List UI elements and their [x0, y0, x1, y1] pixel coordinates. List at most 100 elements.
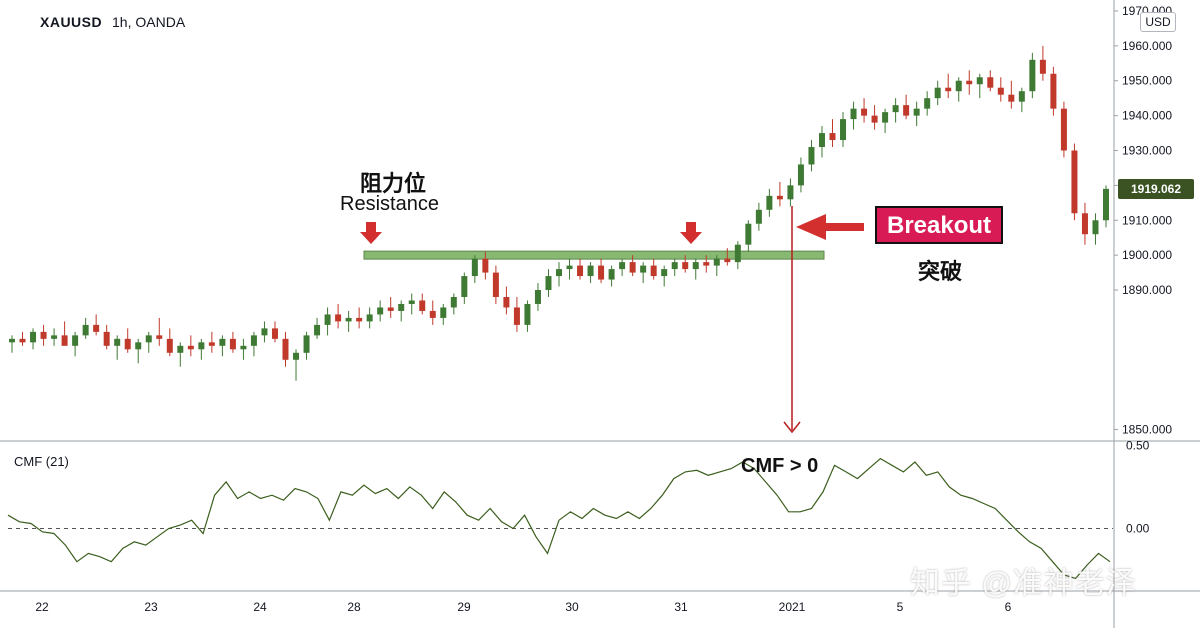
- candle-body: [1092, 220, 1099, 235]
- candle-body: [240, 345, 247, 350]
- candle-body: [619, 262, 626, 270]
- candle-body: [913, 108, 920, 116]
- time-tick-label: 28: [347, 600, 361, 614]
- candle-body: [461, 276, 468, 297]
- last-price-tag: 1919.062: [1118, 179, 1194, 199]
- candle-body: [713, 258, 720, 266]
- candle-body: [335, 314, 342, 322]
- time-tick-label: 23: [144, 600, 158, 614]
- candle-body: [250, 335, 257, 346]
- candle-body: [598, 265, 605, 280]
- candle-body: [692, 262, 699, 270]
- candle-body: [145, 335, 152, 343]
- candle-body: [797, 164, 804, 186]
- candle-body: [650, 265, 657, 277]
- candle-body: [955, 80, 962, 92]
- candle-body: [471, 258, 478, 277]
- candle-body: [114, 338, 121, 346]
- candle-body: [734, 244, 741, 263]
- candle-body: [556, 269, 562, 277]
- candle-body: [661, 269, 668, 277]
- candle-body: [892, 105, 899, 113]
- candle-body: [829, 133, 836, 141]
- breakout-vertical-arrowhead: [783, 421, 801, 434]
- candle-body: [903, 105, 910, 116]
- resistance-arrow-left-head: [360, 232, 382, 244]
- candle-body: [1071, 150, 1078, 214]
- candle-body: [566, 265, 573, 270]
- candle-body: [1050, 73, 1057, 109]
- candle-body: [640, 265, 647, 273]
- time-tick-label: 29: [457, 600, 471, 614]
- price-tick-label: 1900.000: [1122, 248, 1172, 262]
- time-tick-label: 5: [897, 600, 904, 614]
- candle-body: [840, 119, 847, 141]
- candle-body: [808, 147, 815, 165]
- indicator-label[interactable]: CMF (21): [14, 454, 69, 469]
- cmf-tick-label: 0.00: [1126, 521, 1150, 535]
- candle-body: [135, 342, 142, 350]
- candle-body: [72, 335, 79, 346]
- candle-body: [492, 272, 499, 297]
- resistance-arrow-left-shaft: [366, 222, 376, 232]
- candle-body: [1029, 59, 1036, 92]
- candle-body: [987, 77, 994, 88]
- time-tick-label: 22: [35, 600, 49, 614]
- candle-body: [629, 262, 636, 273]
- symbol-name: XAUUSD: [40, 14, 103, 30]
- cmf-line: [7, 457, 1111, 580]
- candle-body: [166, 338, 173, 353]
- price-tick-label: 1950.000: [1122, 74, 1172, 88]
- candle-body: [198, 342, 205, 350]
- candle-body: [861, 108, 868, 116]
- candle-body: [934, 87, 941, 99]
- candle-body: [429, 310, 436, 318]
- candle-body: [482, 258, 489, 273]
- candle-body: [293, 352, 300, 360]
- candle-body: [882, 112, 889, 123]
- candle-body: [976, 77, 983, 85]
- candle-body: [356, 317, 363, 322]
- candle-body: [1018, 91, 1025, 102]
- candle-body: [156, 335, 163, 339]
- cmf-series: [7, 457, 1111, 580]
- candle-body: [40, 331, 47, 339]
- candle-body: [513, 307, 520, 325]
- candle-body: [366, 314, 373, 322]
- watermark: 知乎 @准神老泽: [910, 567, 1137, 600]
- resistance-label-en: Resistance: [340, 193, 439, 215]
- price-tick-label: 1890.000: [1122, 283, 1172, 297]
- resistance-label-cn: 阻力位: [360, 171, 427, 196]
- candle-body: [345, 317, 352, 322]
- time-tick-label: 30: [565, 600, 579, 614]
- currency-badge[interactable]: USD: [1140, 12, 1176, 32]
- price-tick-label: 1940.000: [1122, 109, 1172, 123]
- time-tick-label: 6: [1005, 600, 1012, 614]
- price-tick-label: 1960.000: [1122, 39, 1172, 53]
- candle-body: [387, 307, 394, 311]
- price-tick-label: 1930.000: [1122, 143, 1172, 157]
- interval-source: 1h, OANDA: [112, 14, 186, 30]
- resistance-band: [363, 250, 825, 260]
- candle-body: [776, 195, 783, 200]
- candle-body: [303, 335, 310, 353]
- candle-body: [1008, 94, 1015, 102]
- cmf-note: CMF > 0: [741, 455, 819, 477]
- breakout-arrow-head: [796, 214, 826, 240]
- resistance-arrow-right-head: [680, 232, 702, 244]
- time-tick-label: 2021: [779, 600, 806, 614]
- price-tick-label: 1850.000: [1122, 423, 1172, 437]
- candle-body: [577, 265, 584, 277]
- candle-body: [587, 265, 594, 277]
- candle-body: [503, 296, 510, 308]
- breakout-arrow-shaft: [822, 223, 864, 231]
- candle-body: [534, 290, 541, 304]
- candle-body: [1081, 213, 1088, 235]
- candle-body: [103, 331, 110, 346]
- candle-body: [124, 338, 131, 350]
- candle-body: [187, 345, 194, 350]
- candle-body: [440, 307, 447, 318]
- candle-body: [177, 345, 184, 353]
